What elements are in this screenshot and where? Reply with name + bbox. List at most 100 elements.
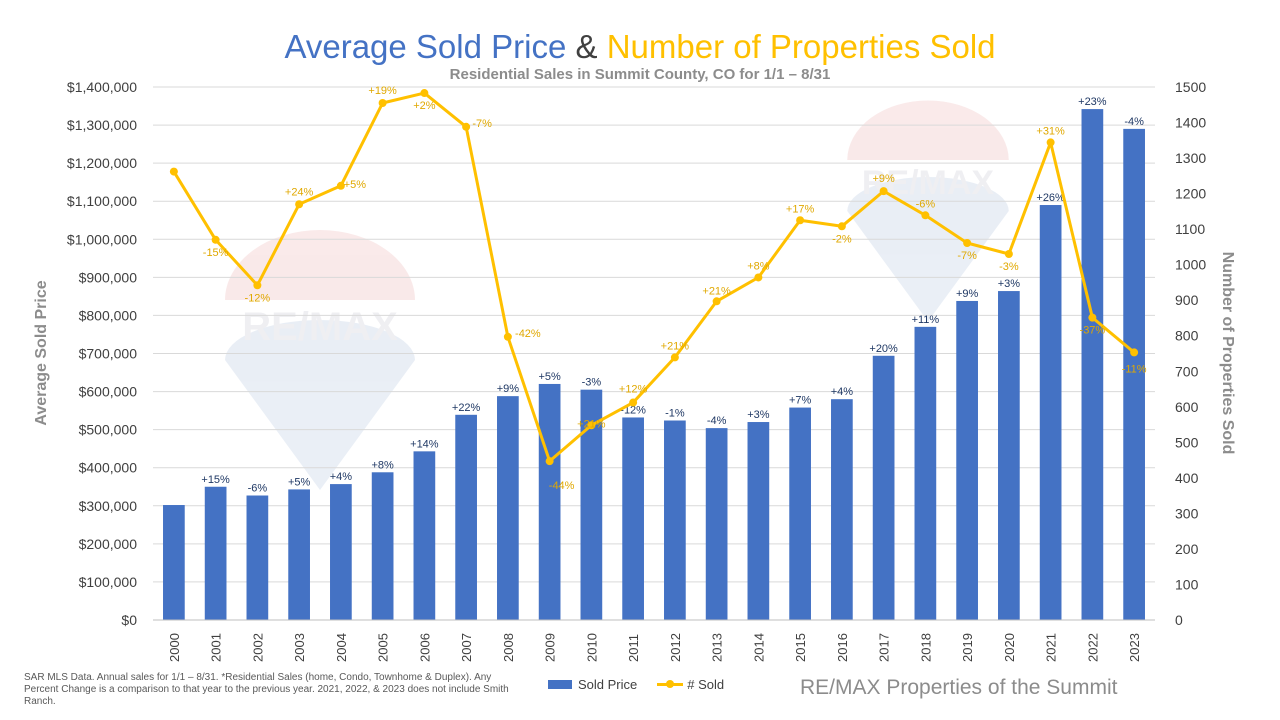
brand-name: RE/MAX Properties of the Summit	[800, 676, 1118, 699]
right-axis-tick: 100	[1175, 576, 1199, 592]
sold-count-point	[629, 398, 638, 407]
price-change-label: +8%	[371, 459, 394, 471]
price-bar	[497, 396, 519, 620]
legend: Sold Price # Sold	[548, 677, 724, 692]
x-axis-tick: 2017	[877, 633, 892, 662]
price-change-label: +9%	[956, 288, 979, 300]
right-axis-tick: 500	[1175, 434, 1199, 450]
x-axis-tick: 2001	[209, 633, 224, 662]
price-bar	[455, 414, 477, 620]
sold-count-line	[172, 91, 1136, 463]
x-axis-tick: 2000	[167, 633, 182, 662]
sold-count-point	[796, 216, 805, 225]
left-axis-tick: $400,000	[79, 460, 138, 476]
x-axis-tick: 2007	[459, 633, 474, 662]
price-bar	[622, 417, 644, 620]
sold-count-point	[1088, 313, 1097, 322]
price-change-label: -6%	[248, 483, 268, 495]
legend-label-num-sold: # Sold	[687, 677, 725, 692]
svg-text:RE/MAX: RE/MAX	[242, 305, 398, 349]
sold-change-label: -3%	[999, 261, 1019, 273]
sold-count-point	[963, 238, 972, 247]
x-axis-tick: 2006	[417, 633, 432, 662]
price-bar	[580, 389, 603, 620]
chart-title: Average Sold Price & Number of Propertie…	[0, 28, 1280, 66]
price-change-label: +5%	[288, 476, 311, 488]
price-bar	[831, 399, 853, 620]
left-axis-tick: $1,400,000	[67, 79, 137, 95]
x-axis-tick: 2003	[292, 633, 307, 662]
price-bar	[204, 486, 227, 620]
watermark-balloon-icon: RE/MAX	[847, 100, 1009, 322]
sold-count-point	[879, 187, 888, 196]
sold-count-point	[921, 211, 930, 220]
sold-change-label: +21%	[577, 418, 606, 430]
x-axis-tick: 2002	[250, 633, 265, 662]
right-axis-tick: 400	[1175, 470, 1199, 486]
price-change-label: +26%	[1036, 192, 1065, 204]
x-axis-tick: 2005	[376, 633, 391, 662]
sold-change-label: +17%	[786, 203, 815, 215]
x-axis-tick: 2018	[918, 633, 933, 662]
sold-count-point	[211, 235, 220, 244]
price-bar	[664, 420, 686, 620]
x-axis-tick: 2012	[668, 633, 683, 662]
price-bar	[246, 495, 269, 620]
sold-count-point	[253, 281, 262, 290]
sold-count-point	[545, 457, 554, 466]
title-count-part: Number of Properties Sold	[606, 28, 996, 65]
right-axis-tick: 1200	[1175, 186, 1206, 202]
x-axis-tick: 2021	[1044, 633, 1059, 662]
price-change-label: +14%	[410, 438, 439, 450]
sold-count-point	[420, 89, 429, 98]
price-bar	[747, 422, 770, 620]
left-axis-tick: $600,000	[79, 384, 138, 400]
x-axis-tick: 2019	[960, 633, 975, 662]
data-source-footnote: SAR MLS Data. Annual sales for 1/1 – 8/3…	[24, 672, 509, 707]
price-change-label: +3%	[998, 278, 1021, 290]
price-change-label: +20%	[869, 343, 898, 355]
price-bar	[330, 484, 352, 620]
right-axis-tick: 900	[1175, 292, 1199, 308]
sold-change-label: -7%	[957, 250, 977, 262]
sold-count-point	[1004, 250, 1013, 259]
legend-label-sold-price: Sold Price	[578, 677, 638, 692]
price-bar	[1039, 205, 1062, 620]
price-bar	[371, 472, 394, 620]
legend-bar-swatch	[548, 680, 572, 689]
title-price-part: Average Sold Price	[284, 28, 567, 65]
right-axis-tick: 1100	[1175, 221, 1205, 237]
price-change-label: +9%	[497, 383, 520, 395]
sold-change-label: -6%	[916, 198, 936, 210]
price-change-label: +4%	[831, 386, 854, 398]
x-axis-tick: 2011	[626, 634, 641, 662]
price-bar	[1081, 109, 1104, 621]
left-axis-title: Average Sold Price	[33, 280, 50, 425]
sold-change-label: -42%	[515, 328, 541, 340]
price-change-label: +4%	[330, 471, 353, 483]
right-axis-tick: 700	[1175, 363, 1199, 379]
sold-change-label: -44%	[549, 480, 575, 492]
sold-change-label: +2%	[413, 100, 436, 112]
left-axis-tick: $1,200,000	[67, 155, 137, 171]
sold-change-label: +24%	[285, 186, 314, 198]
price-change-label: +7%	[789, 395, 812, 407]
right-axis-tick: 1400	[1175, 115, 1206, 131]
price-change-label: -4%	[1124, 116, 1144, 128]
x-axis-tick: 2023	[1127, 633, 1142, 662]
sold-count-point	[462, 122, 471, 131]
right-axis-title: Number of Properties Sold	[1219, 252, 1236, 455]
right-axis-tick: 0	[1175, 612, 1183, 628]
sold-count-point	[169, 167, 178, 176]
price-change-label: +11%	[912, 314, 940, 326]
right-axis-tick: 300	[1175, 505, 1199, 521]
sold-count-point	[712, 297, 721, 306]
right-axis-tick: 200	[1175, 541, 1199, 557]
price-change-label: +3%	[747, 409, 770, 421]
price-bar	[914, 326, 937, 620]
left-axis-tick: $800,000	[79, 307, 138, 323]
sold-change-label: -7%	[472, 118, 492, 130]
sold-count-point	[754, 273, 763, 282]
left-axis-tick: $100,000	[79, 574, 138, 590]
sold-change-label: +8%	[747, 260, 770, 272]
